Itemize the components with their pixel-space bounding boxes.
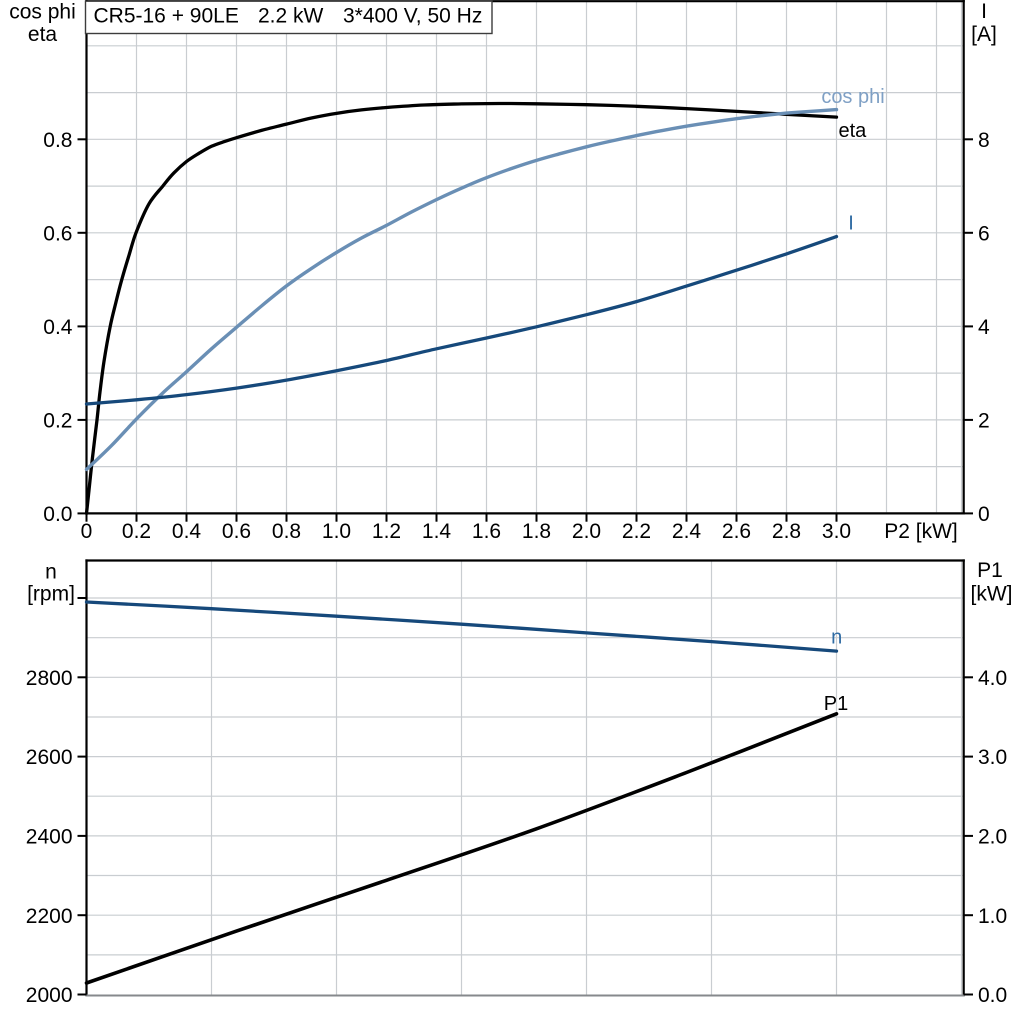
svg-text:0.4: 0.4 <box>172 520 202 543</box>
svg-text:2400: 2400 <box>26 826 73 849</box>
svg-text:2000: 2000 <box>26 984 73 1007</box>
svg-text:4.0: 4.0 <box>978 667 1007 690</box>
svg-text:eta: eta <box>28 23 58 46</box>
svg-text:0.4: 0.4 <box>43 316 73 339</box>
svg-text:0: 0 <box>81 520 93 543</box>
svg-text:6: 6 <box>978 222 990 245</box>
svg-text:4: 4 <box>978 316 990 339</box>
svg-text:0.8: 0.8 <box>272 520 301 543</box>
svg-text:n: n <box>831 626 842 648</box>
svg-text:0.6: 0.6 <box>222 520 251 543</box>
svg-text:2600: 2600 <box>26 746 73 769</box>
svg-text:CR5-16 + 90LE: CR5-16 + 90LE <box>94 5 239 28</box>
svg-text:cos phi: cos phi <box>9 1 76 24</box>
svg-text:P2 [kW]: P2 [kW] <box>884 520 958 543</box>
svg-text:0.0: 0.0 <box>978 984 1007 1007</box>
svg-text:1.0: 1.0 <box>322 520 351 543</box>
svg-text:I: I <box>848 213 854 235</box>
svg-text:1.4: 1.4 <box>422 520 452 543</box>
svg-text:2.4: 2.4 <box>672 520 702 543</box>
svg-text:P1: P1 <box>824 693 848 715</box>
svg-text:2.2: 2.2 <box>622 520 651 543</box>
svg-text:n: n <box>45 561 57 584</box>
svg-text:0.2: 0.2 <box>122 520 151 543</box>
svg-text:0.6: 0.6 <box>43 222 72 245</box>
svg-text:0.2: 0.2 <box>43 410 72 433</box>
svg-text:2: 2 <box>978 410 990 433</box>
svg-text:3.0: 3.0 <box>978 746 1007 769</box>
svg-text:[kW]: [kW] <box>971 582 1013 605</box>
svg-text:2200: 2200 <box>26 905 73 928</box>
svg-text:I: I <box>981 0 987 23</box>
svg-text:1.8: 1.8 <box>522 520 551 543</box>
svg-text:8: 8 <box>978 129 990 152</box>
svg-text:2.2 kW: 2.2 kW <box>258 5 324 28</box>
svg-text:2.8: 2.8 <box>772 520 801 543</box>
svg-text:2.0: 2.0 <box>572 520 601 543</box>
svg-text:1.2: 1.2 <box>372 520 401 543</box>
svg-text:2800: 2800 <box>26 667 73 690</box>
svg-text:[rpm]: [rpm] <box>27 583 75 606</box>
svg-text:2.0: 2.0 <box>978 826 1007 849</box>
svg-text:cos phi: cos phi <box>821 86 884 108</box>
svg-text:P1: P1 <box>977 559 1003 582</box>
svg-text:3.0: 3.0 <box>822 520 851 543</box>
svg-text:eta: eta <box>838 120 867 142</box>
svg-text:3*400 V, 50 Hz: 3*400 V, 50 Hz <box>343 5 482 28</box>
svg-text:1.0: 1.0 <box>978 905 1007 928</box>
svg-text:0.0: 0.0 <box>43 503 72 526</box>
svg-text:2.6: 2.6 <box>722 520 751 543</box>
svg-text:0.8: 0.8 <box>43 129 72 152</box>
svg-text:[A]: [A] <box>971 23 997 46</box>
svg-text:0: 0 <box>978 503 990 526</box>
svg-text:1.6: 1.6 <box>472 520 501 543</box>
